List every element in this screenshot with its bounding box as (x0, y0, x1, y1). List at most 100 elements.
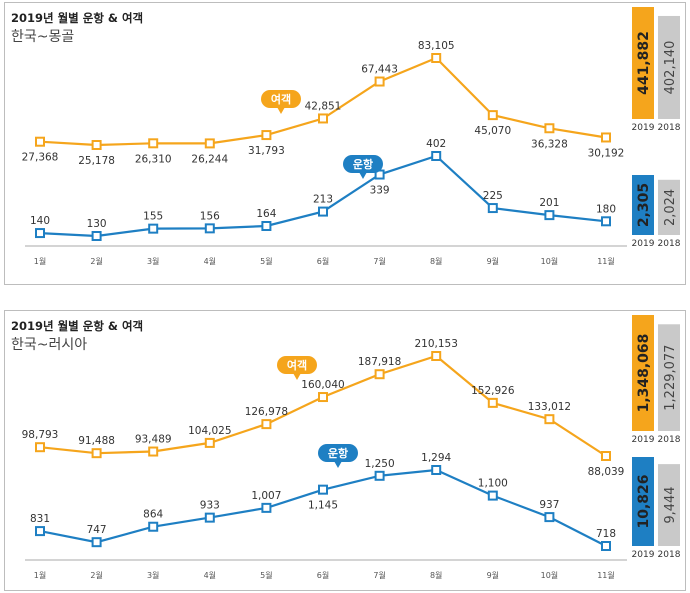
flights-point (35, 228, 45, 239)
passengers-data-label: 42,851 (305, 100, 342, 112)
flights-point (318, 206, 328, 217)
callout-bubble (343, 155, 383, 173)
flights-point (601, 541, 611, 551)
passengers-year-label-2019: 2019 (632, 435, 655, 445)
passengers-data-label: 67,443 (361, 64, 398, 76)
passengers-point (374, 369, 385, 380)
callout-tip (277, 107, 285, 114)
passengers-point (35, 136, 45, 147)
passengers-point (487, 397, 498, 408)
flights-data-label: 1,100 (478, 478, 508, 490)
passengers-point (544, 414, 555, 425)
x-tick-label: 11월 (597, 256, 615, 266)
flights-point (318, 484, 328, 495)
flights-data-label: 1,145 (308, 500, 338, 512)
passengers-year-label-2018: 2018 (658, 435, 681, 445)
x-tick-label: 10월 (541, 570, 559, 580)
passengers-total-2019-bar (632, 7, 654, 119)
flights-data-label: 1,250 (365, 458, 395, 470)
passengers-total-2018-value: 1,229,077 (663, 345, 678, 411)
passengers-total-2019-bar (632, 315, 654, 431)
flights-total-2019-value: 10,826 (636, 474, 652, 528)
passengers-point (601, 451, 611, 461)
flights-data-label: 1,294 (421, 452, 451, 464)
flights-point (431, 151, 442, 161)
flights-point (261, 502, 272, 513)
passengers-point (35, 442, 45, 453)
passengers-data-label: 91,488 (78, 435, 115, 447)
flights-data-label: 201 (539, 197, 559, 209)
passengers-point (374, 76, 385, 87)
x-tick-label: 2월 (90, 256, 102, 266)
x-tick-label: 3월 (147, 570, 159, 580)
x-tick-label: 5월 (260, 256, 272, 266)
flights-data-label: 831 (30, 513, 50, 525)
flights-data-label: 225 (483, 190, 503, 202)
flights-data-label: 718 (596, 528, 616, 540)
chart-title: 2019년 월별 운항 & 여객 (11, 11, 144, 25)
x-tick-label: 3월 (147, 256, 159, 266)
x-tick-label: 6월 (317, 256, 329, 266)
x-tick-label: 1월 (34, 256, 46, 266)
passengers-total-2019-value: 1,348,068 (636, 334, 652, 413)
passengers-data-label: 126,978 (245, 406, 288, 418)
passengers-total-2018-value: 402,140 (663, 41, 678, 95)
callout-label: 여객 (271, 92, 291, 106)
passengers-data-label: 152,926 (471, 385, 515, 397)
callout-tip (293, 373, 301, 380)
flights-total-2019-bar (632, 457, 654, 546)
flights-total-2018-value: 9,444 (663, 486, 678, 523)
x-tick-label: 8월 (430, 256, 442, 266)
line-chart-mongolia: 1월 2월 3월 4월 5월 6월 7월 8월 9월 10월 11월 27,368 25,178 26,3… (22, 7, 681, 266)
passengers-data-label: 187,918 (358, 356, 401, 368)
flights-total-2018-bar (658, 464, 680, 546)
passengers-data-label: 88,039 (588, 466, 625, 478)
x-tick-label: 9월 (487, 256, 499, 266)
chart-panel-russia: 2019년 월별 운항 & 여객 한국~러시아 1월 2월 3월 4월 5월 6월 7월 8월… (4, 310, 686, 591)
x-tick-label: 11월 (597, 570, 615, 580)
passengers-data-label: 31,793 (248, 145, 285, 157)
flights-year-label-2019: 2019 (632, 550, 655, 560)
passengers-data-label: 26,310 (135, 153, 172, 165)
flights-data-label: 937 (539, 499, 559, 511)
passengers-total-2018-bar (658, 15, 680, 120)
passengers-point (431, 351, 442, 361)
flights-legend-callout: 운항 (343, 155, 383, 179)
flights-data-label: 180 (596, 203, 616, 215)
flights-total-2019-bar (632, 175, 654, 235)
x-tick-label: 4월 (204, 570, 216, 580)
flights-year-label-2018: 2018 (658, 550, 681, 560)
passengers-year-label-2019: 2019 (632, 123, 655, 133)
chart-subtitle: 한국~몽골 (11, 29, 75, 45)
flights-data-label: 1,007 (251, 490, 281, 502)
flights-point (148, 521, 159, 532)
flights-point (204, 512, 215, 523)
flights-year-label-2018: 2018 (658, 239, 681, 249)
flights-point (261, 221, 272, 231)
passengers-total-2019-value: 441,882 (636, 31, 652, 95)
passengers-year-label-2018: 2018 (658, 123, 681, 133)
passengers-point (544, 123, 555, 134)
flights-point (204, 223, 215, 234)
flights-point (431, 465, 442, 475)
passengers-data-label: 27,368 (22, 152, 59, 164)
x-tick-label: 9월 (487, 570, 499, 580)
passengers-point (431, 53, 442, 63)
flights-point (91, 231, 102, 241)
callout-tip (359, 172, 367, 179)
passengers-total-2018-bar (658, 324, 680, 431)
passengers-data-label: 210,153 (414, 338, 457, 350)
x-tick-label: 1월 (34, 570, 46, 580)
passengers-point (204, 437, 215, 448)
callout-label: 운항 (328, 446, 348, 460)
x-tick-label: 7월 (373, 256, 385, 266)
x-tick-label: 8월 (430, 570, 442, 580)
flights-data-label: 164 (256, 208, 276, 220)
passengers-point (318, 392, 328, 403)
x-tick-label: 2월 (90, 570, 102, 580)
flights-legend-callout: 운항 (318, 444, 358, 468)
flights-data-label: 339 (370, 185, 390, 197)
flights-point (544, 210, 555, 221)
passengers-point (91, 140, 102, 150)
passengers-data-label: 93,489 (135, 434, 172, 446)
